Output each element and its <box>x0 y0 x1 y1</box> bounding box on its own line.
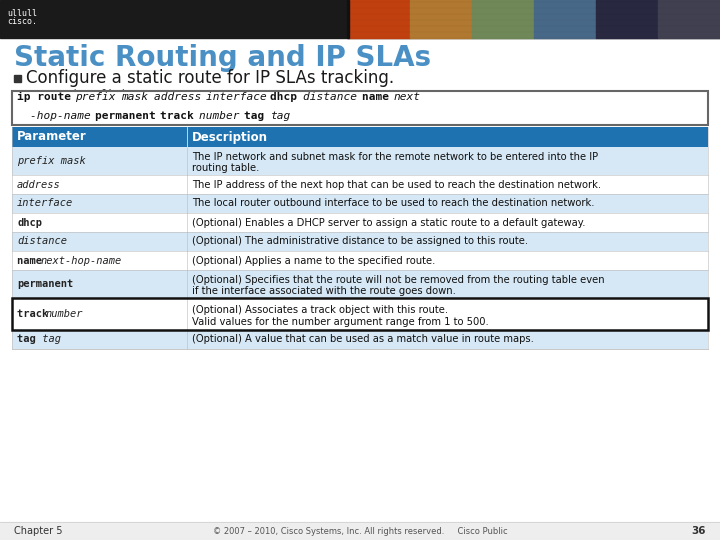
Text: if the interface associated with the route goes down.: if the interface associated with the rou… <box>192 286 456 296</box>
Text: name: name <box>17 255 48 266</box>
Bar <box>348 0 410 38</box>
Text: Static Routing and IP SLAs: Static Routing and IP SLAs <box>14 44 431 72</box>
Text: tag: tag <box>36 334 61 345</box>
Text: Valid values for the number argument range from 1 to 500.: Valid values for the number argument ran… <box>192 318 489 327</box>
Text: (Optional) A value that can be used as a match value in route maps.: (Optional) A value that can be used as a… <box>192 334 534 345</box>
Text: number: number <box>199 111 246 121</box>
Text: Configure a static route for IP SLAs tracking.: Configure a static route for IP SLAs tra… <box>26 69 394 87</box>
Bar <box>12 91 708 125</box>
Text: prefix mask: prefix mask <box>17 156 86 166</box>
Text: next: next <box>394 92 421 102</box>
Text: (Optional) Enables a DHCP server to assign a static route to a default gateway.: (Optional) Enables a DHCP server to assi… <box>192 218 585 227</box>
Bar <box>0 0 720 38</box>
Text: interface: interface <box>17 199 73 208</box>
Text: -hop-name: -hop-name <box>30 111 97 121</box>
Bar <box>12 270 708 298</box>
Text: interface: interface <box>205 92 273 102</box>
Bar <box>472 0 534 38</box>
Bar <box>12 194 708 213</box>
Bar <box>12 175 708 194</box>
Bar <box>534 0 596 38</box>
Text: address: address <box>153 92 207 102</box>
Text: name: name <box>361 92 395 102</box>
Text: permanent: permanent <box>95 111 163 121</box>
Text: (Optional) The administrative distance to be assigned to this route.: (Optional) The administrative distance t… <box>192 237 528 246</box>
Text: distance: distance <box>17 237 67 246</box>
Text: ullull: ullull <box>7 10 37 18</box>
Text: The IP address of the next hop that can be used to reach the destination network: The IP address of the next hop that can … <box>192 179 601 190</box>
Bar <box>12 298 708 330</box>
Text: dhcp: dhcp <box>271 92 305 102</box>
Text: tag: tag <box>245 111 271 121</box>
Text: distance: distance <box>303 92 364 102</box>
Text: mask: mask <box>121 92 155 102</box>
Bar <box>12 298 708 330</box>
Text: address: address <box>17 179 60 190</box>
Text: tag: tag <box>271 111 291 121</box>
Text: © 2007 – 2010, Cisco Systems, Inc. All rights reserved.     Cisco Public: © 2007 – 2010, Cisco Systems, Inc. All r… <box>212 526 508 536</box>
Bar <box>12 330 708 349</box>
Bar <box>0 522 720 540</box>
Text: (Optional) Specifies that the route will not be removed from the routing table e: (Optional) Specifies that the route will… <box>192 275 605 285</box>
Bar <box>596 0 658 38</box>
Bar <box>14 75 21 82</box>
Text: routing table.: routing table. <box>192 163 259 173</box>
Bar <box>12 251 708 270</box>
Bar <box>12 232 708 251</box>
Text: prefix: prefix <box>76 92 122 102</box>
Bar <box>410 0 472 38</box>
Text: dhcp: dhcp <box>17 218 42 227</box>
Text: Chapter 5: Chapter 5 <box>14 526 63 536</box>
Bar <box>658 0 720 38</box>
Text: Description: Description <box>192 131 268 144</box>
Text: next-hop-name: next-hop-name <box>41 255 122 266</box>
Text: number: number <box>46 309 84 319</box>
Text: 36: 36 <box>691 526 706 536</box>
Text: ip route: ip route <box>17 92 78 102</box>
Bar <box>347 0 349 38</box>
Text: Parameter: Parameter <box>17 131 86 144</box>
Bar <box>12 213 708 232</box>
Bar <box>12 127 708 147</box>
Text: Router(config)#: Router(config)# <box>28 89 135 102</box>
Text: permanent: permanent <box>17 279 73 289</box>
Bar <box>12 147 708 175</box>
Text: (Optional) Associates a track object with this route.: (Optional) Associates a track object wit… <box>192 305 448 314</box>
Text: The IP network and subnet mask for the remote network to be entered into the IP: The IP network and subnet mask for the r… <box>192 152 598 162</box>
Text: The local router outbound interface to be used to reach the destination network.: The local router outbound interface to b… <box>192 199 595 208</box>
Text: track: track <box>17 309 55 319</box>
Text: tag: tag <box>17 334 42 345</box>
Text: track: track <box>160 111 200 121</box>
Text: cisco.: cisco. <box>7 17 37 26</box>
Text: (Optional) Applies a name to the specified route.: (Optional) Applies a name to the specifi… <box>192 255 436 266</box>
